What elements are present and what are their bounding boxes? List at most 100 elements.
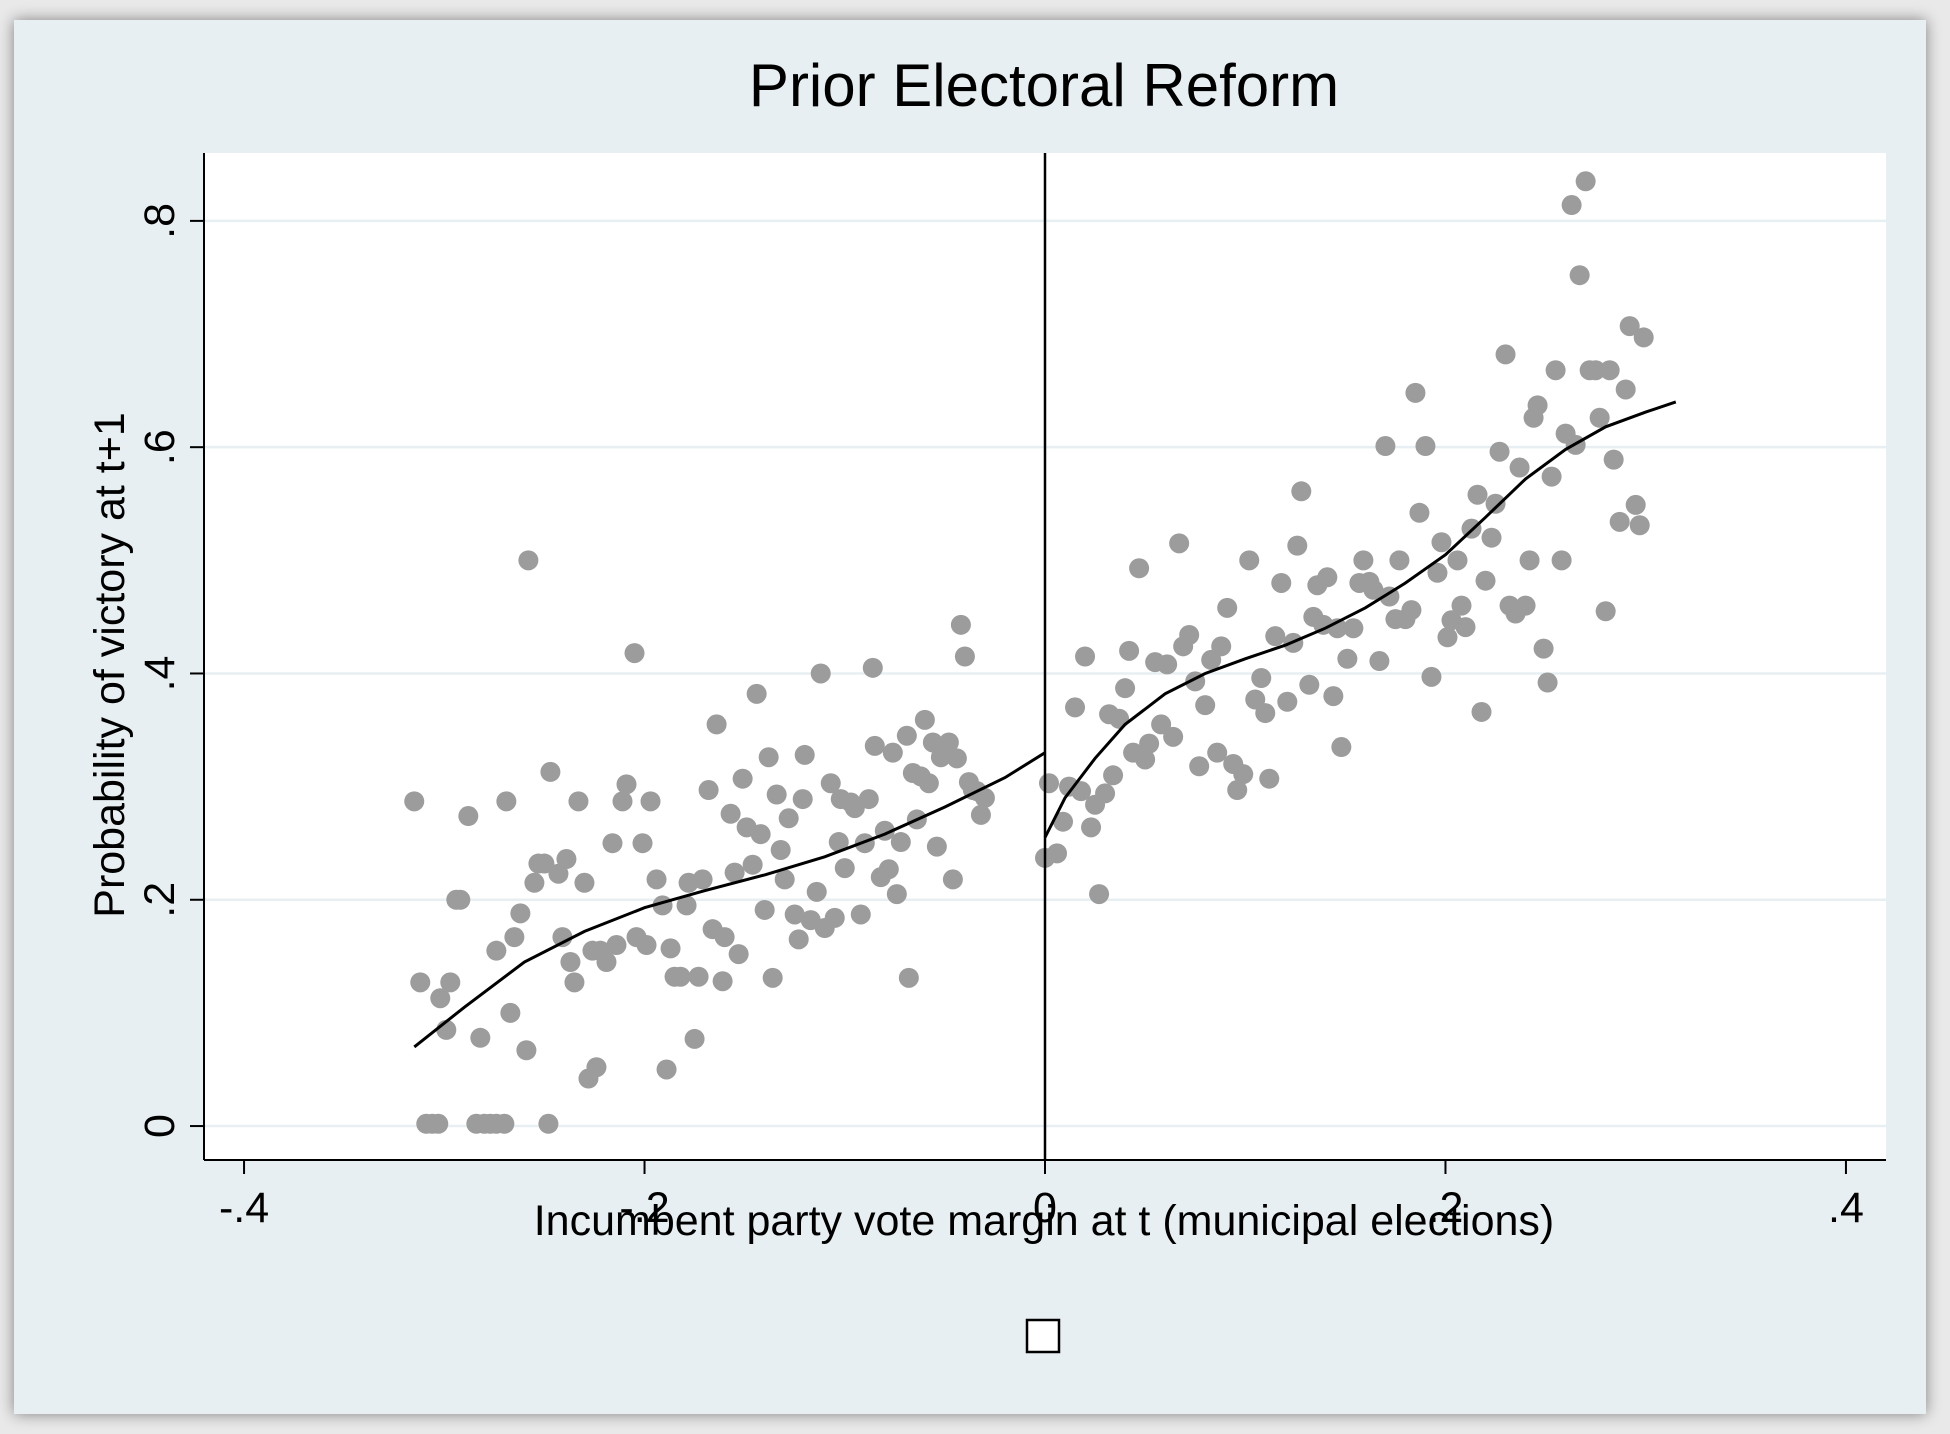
data-point: [712, 971, 733, 992]
y-tick-label: .2: [136, 882, 184, 918]
data-point: [706, 714, 727, 735]
data-point: [616, 774, 637, 795]
data-point: [778, 808, 799, 829]
data-point: [1629, 515, 1650, 536]
x-axis-ticks: -.4 -.2 0 .2 .4: [219, 1160, 1864, 1232]
data-point: [1515, 595, 1536, 616]
data-point: [1053, 811, 1074, 832]
scatter-points: [404, 171, 1654, 1134]
data-point: [458, 806, 479, 827]
data-point: [1401, 600, 1422, 621]
data-point: [1375, 436, 1396, 457]
data-point: [440, 972, 461, 993]
data-point: [938, 732, 959, 753]
data-point: [1363, 579, 1384, 600]
data-point: [794, 744, 815, 765]
data-point: [1467, 484, 1488, 505]
data-point: [1369, 651, 1390, 672]
data-point: [766, 784, 787, 805]
data-point: [586, 1057, 607, 1078]
data-point: [1481, 527, 1502, 548]
data-point: [1595, 601, 1616, 622]
data-point: [728, 944, 749, 965]
data-point: [1103, 765, 1124, 786]
data-point: [428, 1113, 449, 1134]
data-point: [890, 832, 911, 853]
data-point: [1527, 395, 1548, 416]
data-point: [1589, 407, 1610, 428]
chart-title: Prior Electoral Reform: [749, 52, 1339, 119]
data-point: [560, 951, 581, 972]
data-point: [516, 1040, 537, 1061]
data-point: [698, 780, 719, 801]
data-point: [552, 927, 573, 948]
data-point: [596, 951, 617, 972]
data-point: [518, 550, 539, 571]
data-point: [1561, 195, 1582, 216]
data-point: [886, 884, 907, 905]
data-point: [1405, 382, 1426, 403]
x-tick-label: .4: [1828, 1184, 1864, 1232]
data-point: [1233, 764, 1254, 785]
data-point: [510, 903, 531, 924]
data-point: [1489, 441, 1510, 462]
data-point: [564, 972, 585, 993]
x-tick-label: -.2: [619, 1184, 669, 1232]
data-point: [970, 804, 991, 825]
data-point: [746, 683, 767, 704]
data-point: [568, 791, 589, 812]
data-point: [1089, 884, 1110, 905]
data-point: [1255, 703, 1276, 724]
data-point: [410, 972, 431, 993]
data-point: [1541, 466, 1562, 487]
data-point: [914, 709, 935, 730]
data-point: [1337, 648, 1358, 669]
data-point: [1071, 781, 1092, 802]
data-point: [732, 768, 753, 789]
data-point: [1609, 511, 1630, 532]
data-point: [500, 1002, 521, 1023]
data-point: [1151, 714, 1172, 735]
data-point: [1437, 627, 1458, 648]
data-point: [724, 862, 745, 883]
data-point: [714, 927, 735, 948]
data-point: [1277, 691, 1298, 712]
data-point: [1317, 567, 1338, 588]
data-point: [1431, 532, 1452, 553]
data-point: [574, 872, 595, 893]
data-point: [1451, 595, 1472, 616]
data-point: [1533, 638, 1554, 659]
data-point: [834, 858, 855, 879]
data-point: [1189, 756, 1210, 777]
data-point: [758, 747, 779, 768]
data-point: [882, 742, 903, 763]
data-point: [762, 967, 783, 988]
data-point: [720, 803, 741, 824]
data-point: [898, 967, 919, 988]
legend-square-icon: [1025, 1318, 1061, 1354]
data-point: [1119, 640, 1140, 661]
data-point: [1271, 572, 1292, 593]
data-point: [926, 836, 947, 857]
data-point: [1545, 360, 1566, 381]
data-point: [1251, 667, 1272, 688]
data-point: [1081, 817, 1102, 838]
data-point: [404, 791, 425, 812]
data-point: [1095, 783, 1116, 804]
x-axis-label: Incumbent party vote margin at t (munici…: [534, 1197, 1555, 1245]
data-point: [1047, 843, 1068, 864]
x-tick-label: 0: [1033, 1184, 1057, 1232]
data-point: [1065, 697, 1086, 718]
data-point: [1169, 533, 1190, 554]
data-point: [788, 929, 809, 950]
data-point: [602, 833, 623, 854]
y-tick-label: .8: [136, 203, 184, 239]
data-point: [1163, 726, 1184, 747]
data-point: [548, 863, 569, 884]
data-point: [636, 935, 657, 956]
data-point: [496, 791, 517, 812]
data-point: [1291, 481, 1312, 502]
data-point: [1495, 344, 1516, 365]
data-point: [670, 966, 691, 987]
data-point: [774, 869, 795, 890]
